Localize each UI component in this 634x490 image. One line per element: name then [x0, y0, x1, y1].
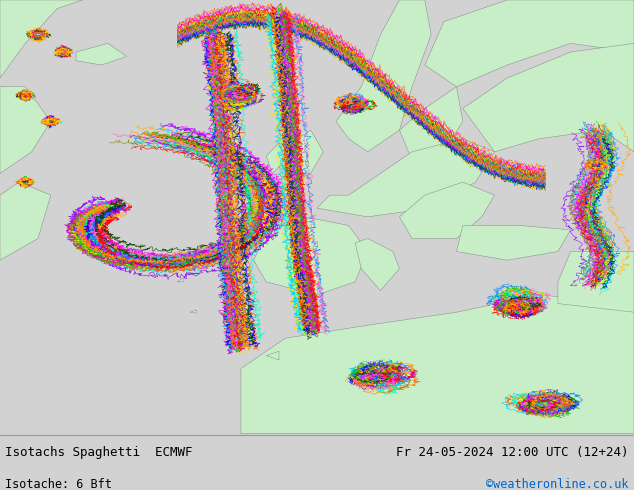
Text: Isotachs Spaghetti  ECMWF: Isotachs Spaghetti ECMWF: [5, 446, 193, 459]
Polygon shape: [0, 0, 82, 78]
Text: ©weatheronline.co.uk: ©weatheronline.co.uk: [486, 478, 629, 490]
Polygon shape: [285, 130, 323, 182]
Polygon shape: [0, 182, 51, 260]
Polygon shape: [266, 143, 285, 173]
Polygon shape: [425, 0, 634, 87]
Polygon shape: [399, 182, 495, 239]
Polygon shape: [190, 310, 197, 313]
Polygon shape: [254, 323, 260, 326]
Polygon shape: [0, 87, 51, 173]
Text: Isotache: 6 Bft: Isotache: 6 Bft: [5, 478, 112, 490]
Polygon shape: [463, 44, 634, 152]
Polygon shape: [399, 87, 463, 160]
Polygon shape: [178, 277, 184, 282]
Polygon shape: [254, 217, 368, 295]
Polygon shape: [266, 351, 279, 360]
Polygon shape: [336, 0, 431, 152]
Polygon shape: [76, 44, 127, 65]
Polygon shape: [317, 139, 495, 217]
Polygon shape: [456, 225, 571, 260]
Text: Fr 24-05-2024 12:00 UTC (12+24): Fr 24-05-2024 12:00 UTC (12+24): [396, 446, 629, 459]
Polygon shape: [355, 239, 399, 291]
Polygon shape: [241, 295, 634, 434]
Polygon shape: [558, 251, 634, 312]
